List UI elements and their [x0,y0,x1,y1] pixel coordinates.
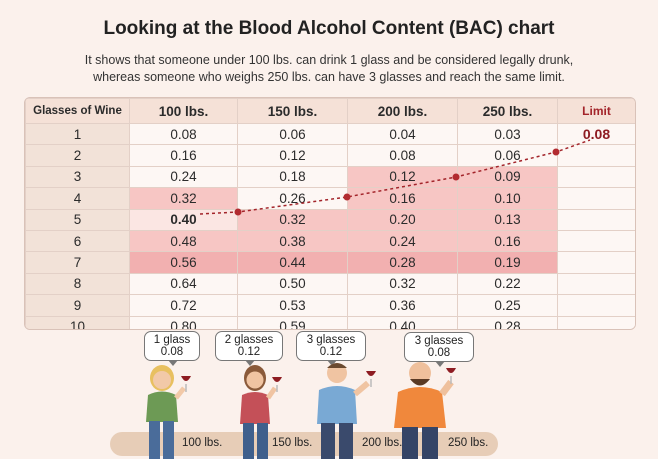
bac-cell: 0.12 [347,165,458,189]
bac-cell: 0.32 [347,272,458,296]
bac-cell: 0.24 [347,229,458,253]
bac-cell: 0.08 [129,122,238,146]
subtitle: It shows that someone under 100 lbs. can… [40,52,618,86]
limit-cell [557,272,635,296]
limit-cell [557,187,635,210]
glasses-cell: 6 [25,229,130,253]
table-row: 2 0.16 0.12 0.08 0.06 [25,144,635,167]
limit-cell [557,165,635,189]
bac-cell: 0.44 [237,251,348,274]
table-row: 3 0.24 0.18 0.12 0.09 [25,165,635,189]
weight-label-100: 100 lbs. [182,437,223,449]
bac-cell: 0.36 [347,294,458,317]
table-row: 10 0.80 0.59 0.40 0.28 [25,315,635,329]
weight-label-250: 250 lbs. [448,437,489,449]
bubble-200-glasses: 3 glasses [306,334,356,346]
table-row: 9 0.72 0.53 0.36 0.25 [25,294,635,317]
bac-cell: 0.04 [347,122,458,146]
table-header-row: Glasses of Wine 100 lbs. 150 lbs. 200 lb… [25,98,635,124]
bac-cell: 0.19 [457,251,558,274]
bac-cell: 0.26 [237,187,348,210]
bac-table: Glasses of Wine 100 lbs. 150 lbs. 200 lb… [25,98,635,329]
bac-cell: 0.32 [237,208,348,231]
table-row: 5 0.40 0.32 0.20 0.13 [25,208,635,231]
bac-cell: 0.24 [129,165,238,189]
limit-cell [557,144,635,167]
bac-cell: 0.03 [457,122,558,146]
bac-cell: 0.16 [129,144,238,167]
bac-cell: 0.59 [237,315,348,329]
header-limit: Limit [557,98,635,124]
bac-cell: 0.18 [237,165,348,189]
header-150: 150 lbs. [237,98,348,124]
limit-cell [557,229,635,253]
glasses-cell: 7 [25,251,130,274]
bac-cell: 0.38 [237,229,348,253]
limit-cell [557,315,635,329]
bac-cell: 0.28 [457,315,558,329]
glasses-cell: 1 [25,122,130,146]
bubble-250: 3 glasses 0.08 [404,332,474,367]
bac-table-container: Glasses of Wine 100 lbs. 150 lbs. 200 lb… [24,97,636,330]
table-row: 1 0.08 0.06 0.04 0.03 0.08 [25,122,635,146]
bubble-200-bac: 0.12 [319,346,343,358]
page-title: Looking at the Blood Alcohol Content (BA… [103,18,555,39]
header-100: 100 lbs. [129,98,238,124]
bubble-200: 3 glasses 0.12 [296,331,366,366]
bac-cell: 0.40 [347,315,458,329]
glasses-cell: 2 [25,144,130,167]
bac-cell: 0.56 [129,251,238,274]
bac-cell: 0.28 [347,251,458,274]
bac-cell: 0.08 [347,144,458,167]
limit-cell [557,294,635,317]
bac-cell: 0.06 [457,144,558,167]
bubble-150: 2 glasses 0.12 [215,331,283,366]
bubble-150-glasses: 2 glasses [224,334,274,346]
bac-cell: 0.25 [457,294,558,317]
glasses-cell: 5 [25,208,130,231]
glasses-cell: 4 [25,187,130,210]
glasses-cell: 3 [25,165,130,189]
glasses-cell: 8 [25,272,130,296]
bubble-100-bac: 0.08 [160,346,184,358]
subtitle-line-1: It shows that someone under 100 lbs. can… [84,53,574,67]
bubble-150-bac: 0.12 [237,346,261,358]
bubble-100-glasses: 1 glass [153,334,191,346]
bac-cell: 0.13 [457,208,558,231]
table-row: 8 0.64 0.50 0.32 0.22 [25,272,635,296]
bac-cell: 0.12 [237,144,348,167]
header-glasses: Glasses of Wine [25,98,130,124]
limit-cell [557,208,635,231]
weight-label-200: 200 lbs. [362,437,403,449]
bac-cell: 0.72 [129,294,238,317]
bac-cell: 0.50 [237,272,348,296]
glasses-cell: 10 [25,315,130,329]
header-250: 250 lbs. [457,98,558,124]
bubble-100: 1 glass 0.08 [144,331,200,366]
bubble-250-glasses: 3 glasses [414,335,464,347]
bac-cell: 0.09 [457,165,558,189]
glasses-cell: 9 [25,294,130,317]
bac-cell: 0.16 [457,229,558,253]
limit-cell [557,251,635,274]
subtitle-line-2: whereas someone who weighs 250 lbs. can … [93,70,565,84]
bac-cell: 0.22 [457,272,558,296]
header-200: 200 lbs. [347,98,458,124]
bac-cell: 0.53 [237,294,348,317]
bac-cell: 0.80 [129,315,238,329]
bac-cell: 0.64 [129,272,238,296]
table-row: 4 0.32 0.26 0.16 0.10 [25,187,635,210]
bac-cell: 0.20 [347,208,458,231]
limit-value: 0.08 [557,122,635,146]
bac-cell: 0.10 [457,187,558,210]
table-row: 7 0.56 0.44 0.28 0.19 [25,251,635,274]
bac-cell: 0.16 [347,187,458,210]
weight-label-150: 150 lbs. [272,437,313,449]
table-row: 6 0.48 0.38 0.24 0.16 [25,229,635,253]
bac-cell: 0.40 [129,208,238,231]
bac-cell: 0.32 [129,187,238,210]
bubble-250-bac: 0.08 [427,347,451,359]
bac-cell: 0.48 [129,229,238,253]
bac-cell: 0.06 [237,122,348,146]
